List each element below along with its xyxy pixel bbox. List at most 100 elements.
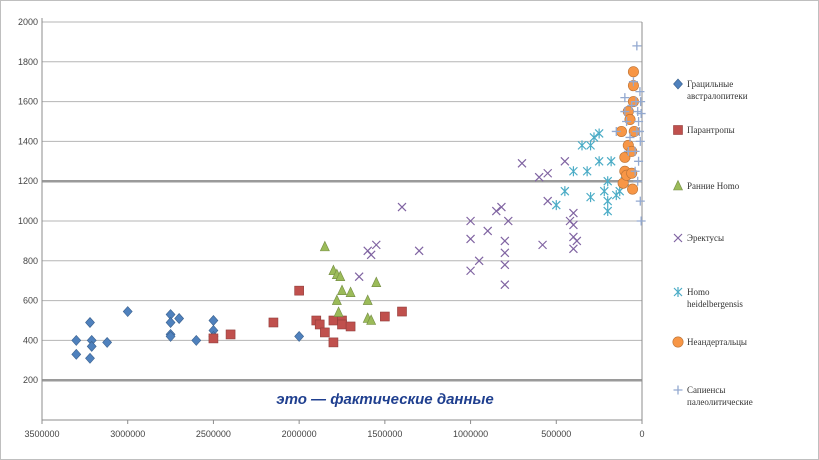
data-point	[603, 206, 613, 217]
data-point	[627, 183, 639, 195]
data-point	[366, 314, 377, 325]
legend-marker	[673, 233, 683, 243]
data-point	[380, 311, 390, 322]
data-point	[582, 166, 592, 177]
legend-label-line: heidelbergensis	[687, 299, 743, 309]
data-point	[335, 270, 346, 282]
data-point	[71, 334, 82, 346]
y-tick-label: 400	[23, 335, 38, 345]
data-point	[551, 200, 561, 211]
data-point	[543, 196, 553, 206]
data-point	[85, 352, 95, 364]
data-point	[625, 132, 635, 142]
data-point	[560, 186, 570, 197]
data-point	[635, 136, 645, 146]
data-point	[491, 206, 501, 216]
data-point	[569, 244, 578, 254]
data-point	[500, 260, 510, 270]
data-point	[397, 306, 407, 317]
legend-label: Парантропы	[687, 125, 735, 135]
data-point	[634, 156, 644, 166]
data-point	[466, 266, 475, 276]
y-tick-label: 1200	[18, 176, 38, 186]
legend-label-line: Грацильные	[687, 79, 733, 89]
legend-label-line: Сапиенсы	[687, 385, 725, 395]
legend-label: Сапиенсы палеолитические	[687, 385, 753, 407]
x-tick-label: 2500000	[196, 429, 231, 439]
data-point	[466, 234, 475, 244]
data-point	[397, 202, 407, 212]
data-point	[560, 156, 570, 166]
data-point	[636, 97, 646, 107]
x-tick-label: 2000000	[282, 429, 317, 439]
y-tick-label: 1800	[18, 57, 38, 67]
data-point	[500, 280, 510, 290]
data-point	[569, 208, 578, 218]
data-points	[71, 41, 646, 364]
series-group	[319, 240, 382, 325]
legend-label: Грацильные австралопитеки	[687, 79, 748, 101]
data-point	[165, 317, 176, 328]
data-point	[354, 272, 364, 282]
data-point	[314, 319, 325, 330]
data-point	[333, 306, 344, 317]
series-group	[611, 41, 646, 226]
data-point	[569, 166, 578, 177]
data-point	[86, 340, 97, 352]
data-point	[603, 196, 613, 207]
data-point	[345, 321, 356, 332]
data-point	[606, 156, 616, 167]
data-point	[611, 126, 621, 136]
data-point	[636, 216, 646, 226]
y-tick-label: 2000	[18, 17, 38, 27]
legend-marker	[673, 125, 683, 135]
data-point	[500, 236, 510, 246]
data-point	[543, 168, 553, 178]
data-point	[294, 330, 305, 342]
data-point	[635, 196, 645, 206]
data-point	[500, 248, 510, 258]
data-point	[603, 176, 613, 187]
data-point	[622, 117, 632, 126]
legend-label-line: австралопитеки	[687, 91, 748, 101]
data-point	[589, 132, 599, 143]
data-point	[208, 333, 219, 344]
data-point	[165, 330, 176, 342]
legend-label-line: Homo	[687, 287, 710, 297]
x-tick-label: 500000	[541, 429, 571, 439]
data-point	[620, 107, 630, 117]
legend-marker	[672, 336, 684, 348]
data-point	[71, 348, 82, 360]
data-point	[630, 146, 640, 156]
data-point	[328, 315, 339, 326]
y-tick-label: 1600	[18, 97, 38, 107]
data-point	[627, 66, 639, 78]
legend-marker	[673, 179, 683, 191]
data-point	[636, 109, 646, 119]
y-tick-label: 200	[23, 375, 38, 385]
data-point	[268, 317, 279, 328]
gridlines	[42, 21, 642, 382]
data-point	[371, 276, 382, 287]
chart-annotation: это — фактические данные	[276, 391, 493, 408]
data-point	[497, 202, 506, 212]
data-point	[633, 176, 643, 186]
series-group	[551, 128, 630, 217]
data-point	[320, 327, 330, 338]
legend-marker	[673, 287, 683, 297]
data-point	[466, 216, 475, 226]
legend-label-line: палеолитические	[687, 397, 753, 407]
data-point	[483, 226, 493, 236]
x-tick-label: 1000000	[453, 429, 488, 439]
data-point	[337, 319, 347, 330]
data-point	[628, 77, 638, 87]
data-point	[174, 313, 185, 324]
data-point	[577, 140, 587, 151]
data-point	[225, 329, 236, 340]
y-tick-label: 600	[23, 296, 38, 306]
data-point	[538, 240, 547, 250]
legend-label: Homo heidelbergensis	[687, 287, 743, 309]
